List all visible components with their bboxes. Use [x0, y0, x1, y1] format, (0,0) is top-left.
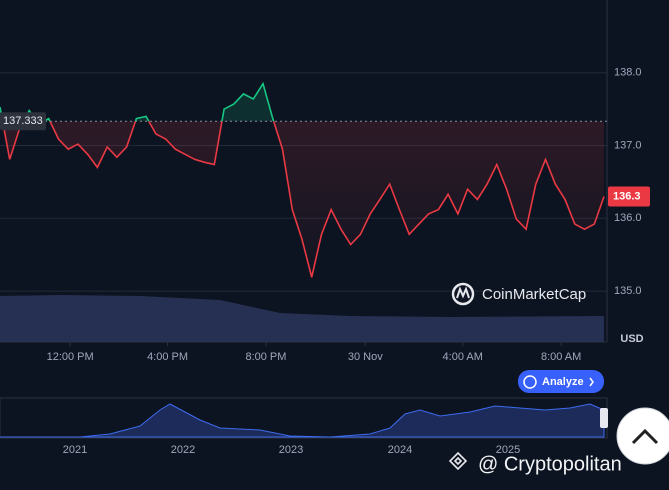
y-unit: USD	[620, 333, 643, 345]
x-tick-label: 8:00 AM	[541, 351, 581, 363]
watermark-logo	[448, 451, 468, 471]
x-tick-label: 30 Nov	[348, 351, 383, 363]
brand-text: CoinMarketCap	[482, 286, 586, 303]
analyze-label[interactable]: Analyze	[542, 376, 584, 388]
x-tick-label: 4:00 PM	[147, 351, 188, 363]
y-tick-label: 136.0	[614, 212, 642, 224]
x-tick-label: 12:00 PM	[47, 351, 94, 363]
y-tick-label: 137.0	[614, 139, 642, 151]
price-tag	[608, 186, 650, 207]
volume-area	[0, 295, 604, 342]
brand: CoinMarketCap	[451, 282, 586, 306]
nav-label: 2021	[63, 444, 87, 456]
analyze-button[interactable]	[518, 370, 604, 393]
y-tick-label: 138.0	[614, 67, 642, 79]
nav-label: 2024	[388, 444, 412, 456]
analyze-icon	[523, 375, 537, 389]
navigator-line	[0, 403, 605, 438]
nav-label: 2023	[279, 444, 303, 456]
nav-label: 2022	[171, 444, 195, 456]
nav-label: 2025	[496, 444, 520, 456]
price-tag-label: 136.3	[613, 190, 641, 202]
area-down	[0, 121, 604, 278]
baseline-tag	[0, 112, 46, 131]
scroll-top-icon	[631, 428, 659, 445]
watermark: @ Cryptopolitan	[478, 453, 622, 475]
baseline-label: 137.333	[3, 115, 43, 127]
y-tick-label: 135.0	[614, 285, 642, 297]
x-tick-label: 8:00 PM	[245, 351, 286, 363]
x-tick-label: 4:00 AM	[443, 351, 483, 363]
navigator-handle[interactable]	[600, 408, 608, 428]
scroll-top-button[interactable]	[616, 407, 669, 465]
analyze-chevron	[589, 377, 594, 387]
price-line-down	[1, 121, 605, 278]
